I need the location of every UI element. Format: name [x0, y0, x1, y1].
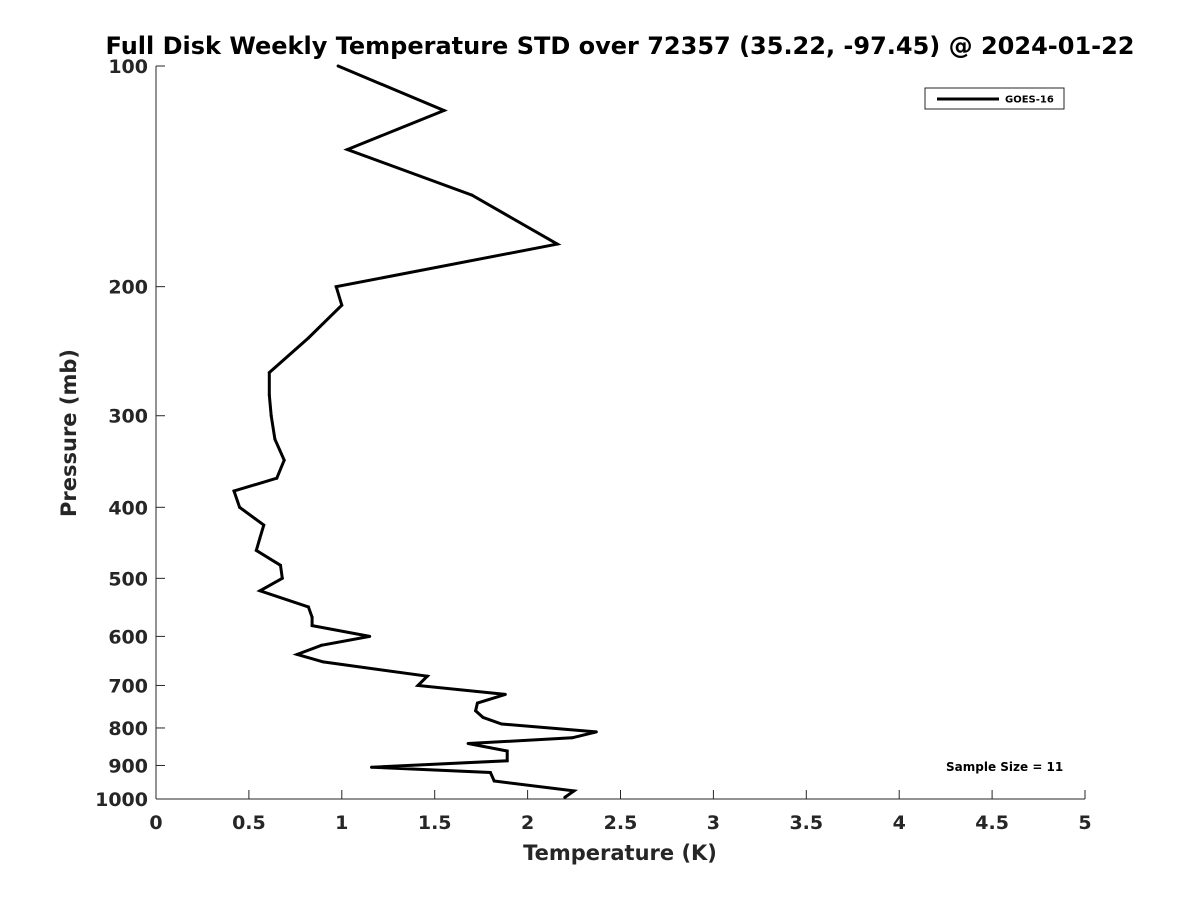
y-tick-label: 1000 [95, 789, 148, 811]
y-tick-label: 100 [108, 56, 148, 78]
data-point [370, 765, 373, 769]
x-tick-label: 2 [521, 812, 534, 834]
data-point [503, 692, 507, 696]
data-point [273, 437, 277, 441]
data-point [492, 779, 496, 783]
data-point [594, 730, 598, 734]
data-point [275, 476, 279, 480]
data-point [334, 285, 338, 289]
data-point [345, 148, 349, 151]
data-point [232, 489, 236, 493]
x-tick-label: 0.5 [232, 812, 266, 834]
legend-label-goes-16: GOES-16 [1005, 95, 1054, 106]
data-point [481, 715, 485, 719]
data-point [254, 548, 258, 552]
data-point [319, 643, 323, 647]
y-tick-label: 700 [108, 675, 148, 697]
data-point [570, 736, 574, 740]
x-tick-label: 0 [149, 812, 162, 834]
series-layer [232, 64, 598, 799]
data-point [336, 64, 340, 68]
data-point [474, 709, 478, 713]
data-point [572, 789, 576, 793]
legend: GOES-16 [924, 87, 1065, 110]
sample-size-annotation: Sample Size = 11 [946, 760, 1063, 774]
data-point [280, 576, 284, 580]
y-tick-label: 400 [108, 497, 148, 519]
y-tick-label: 600 [108, 626, 148, 648]
data-point [500, 722, 504, 726]
data-point [470, 193, 474, 197]
data-point [505, 749, 509, 753]
data-point [238, 505, 242, 509]
y-tick-label: 900 [108, 755, 148, 777]
data-point [267, 371, 271, 375]
x-tick-label: 4.5 [975, 812, 1009, 834]
data-point [488, 771, 492, 774]
x-tick-label: 3 [707, 812, 720, 834]
y-tick-label: 500 [108, 568, 148, 590]
ticks-layer: 0 0.5 1 1.5 2 2.5 3 3.5 4 4.5 5 100 200 300 400 500 600 7… [95, 56, 1092, 834]
data-point [306, 605, 310, 609]
x-tick-label: 2.5 [604, 812, 638, 834]
data-point [555, 242, 559, 246]
data-point [267, 393, 271, 397]
data-point [466, 742, 470, 745]
data-point [475, 701, 479, 705]
data-point [258, 589, 262, 593]
data-point [310, 624, 314, 628]
chart-title: Full Disk Weekly Temperature STD over 72… [106, 32, 1135, 60]
y-tick-label: 300 [108, 406, 148, 428]
data-point [310, 615, 314, 619]
y-axis-label: Pressure (mb) [57, 349, 81, 517]
x-tick-label: 3.5 [789, 812, 823, 834]
data-point [340, 303, 344, 307]
x-tick-label: 5 [1078, 812, 1091, 834]
data-point [262, 523, 266, 527]
data-point [282, 458, 286, 462]
y-tick-label: 800 [108, 718, 148, 740]
data-point [442, 109, 446, 112]
axes-layer [155, 66, 1085, 800]
data-point [368, 634, 372, 638]
data-point [306, 336, 310, 340]
data-point [321, 660, 325, 664]
data-point [295, 652, 299, 656]
data-point [416, 684, 420, 687]
data-point [279, 563, 282, 567]
data-point [258, 536, 262, 540]
y-tick-label: 200 [108, 277, 148, 299]
data-point [425, 674, 429, 678]
x-axis-label: Temperature (K) [523, 841, 717, 865]
x-tick-label: 1 [335, 812, 348, 834]
x-tick-label: 1.5 [418, 812, 452, 834]
data-point [563, 795, 567, 799]
series-line-goes-16 [232, 64, 597, 799]
data-point [505, 759, 509, 763]
data-point [269, 414, 273, 418]
x-tick-label: 4 [893, 812, 906, 834]
